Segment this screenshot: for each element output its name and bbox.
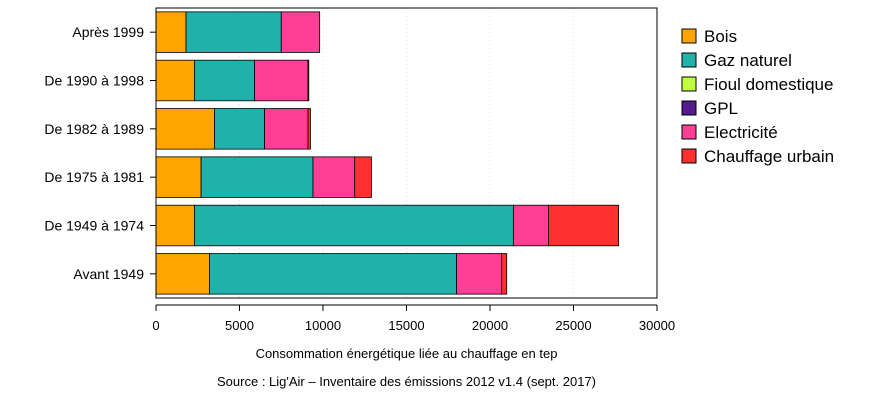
x-tick-label: 30000 (639, 318, 675, 333)
bar-segment (548, 204, 619, 247)
bar-segment (194, 204, 514, 247)
y-tick-label: Après 1999 (72, 24, 144, 40)
bar-segment (214, 108, 265, 150)
y-tick-label: De 1949 à 1974 (44, 218, 144, 234)
bar-segment (155, 156, 202, 198)
y-tick-label: Avant 1949 (73, 266, 144, 282)
legend-swatch (681, 124, 697, 140)
bar-segment (280, 11, 321, 53)
legend-item: Electricité (681, 123, 778, 142)
bars (155, 11, 619, 295)
legend-label: GPL (704, 99, 738, 118)
y-axis: Après 1999 De 1990 à 1998 De 1982 à 1989 De… (44, 24, 156, 282)
legend-item: Fioul domestique (681, 75, 833, 94)
x-tick-label: 0 (152, 318, 159, 333)
legend: Bois Gaz naturel Fioul domestique GPL Electr… (681, 27, 834, 166)
legend-swatch (681, 76, 697, 92)
y-tick-label: De 1990 à 1998 (44, 73, 144, 89)
bar-segment (185, 11, 282, 53)
bar-segment (254, 59, 309, 102)
bar-segment (456, 253, 503, 295)
bar-segment (501, 253, 508, 295)
legend-item: Gaz naturel (681, 51, 792, 70)
y-tick-label: De 1982 à 1989 (44, 121, 144, 137)
x-tick-label: 15000 (388, 318, 424, 333)
grid-lines (239, 8, 574, 298)
bar-segment (194, 59, 255, 102)
bar-segment (155, 253, 210, 295)
legend-swatch (681, 148, 697, 164)
bar-segment (209, 253, 458, 295)
legend-swatch (681, 28, 697, 44)
x-tick-label: 20000 (472, 318, 508, 333)
legend-item: GPL (681, 99, 738, 118)
x-axis: 0 5000 10000 15000 20000 25000 30000 (152, 304, 675, 333)
bar-segment (155, 11, 187, 53)
legend-label: Chauffage urbain (704, 147, 834, 166)
bar-segment (200, 156, 314, 198)
legend-item: Bois (681, 27, 737, 46)
bar-segment (155, 59, 195, 102)
bar-segment (307, 59, 310, 102)
legend-label: Gaz naturel (704, 51, 792, 70)
source-caption: Source : Lig'Air – Inventaire des émissi… (217, 374, 596, 389)
x-tick-label: 10000 (305, 318, 341, 333)
x-axis-label: Consommation énergétique liée au chauffa… (256, 346, 558, 361)
x-tick-label: 25000 (555, 318, 591, 333)
legend-item: Chauffage urbain (681, 147, 834, 166)
bar-segment (307, 108, 311, 150)
legend-swatch (681, 52, 697, 68)
plot-border (155, 7, 658, 299)
bar-segment (155, 108, 215, 150)
legend-label: Bois (704, 27, 737, 46)
bar-segment (354, 156, 372, 198)
y-tick-label: De 1975 à 1981 (44, 169, 144, 185)
bar-segment (512, 204, 549, 247)
legend-label: Electricité (704, 123, 778, 142)
x-tick-label: 5000 (225, 318, 254, 333)
legend-label: Fioul domestique (704, 75, 833, 94)
bar-segment (264, 108, 309, 150)
bar-segment (312, 156, 356, 198)
legend-swatch (681, 100, 697, 116)
bar-segment (155, 204, 195, 247)
